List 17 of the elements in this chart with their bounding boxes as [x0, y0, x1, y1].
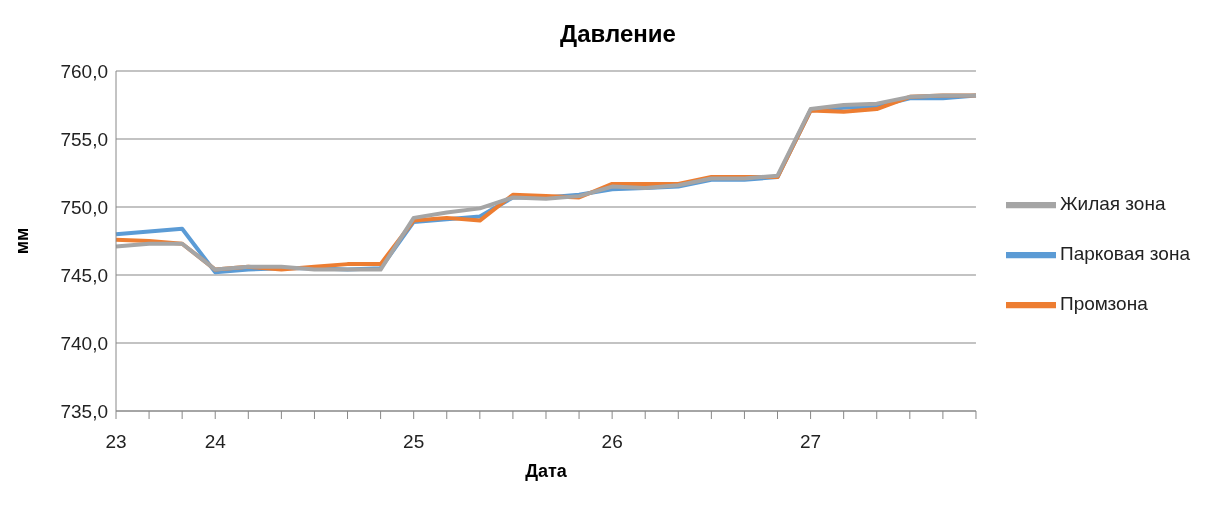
legend-label: Жилая зона [1059, 192, 1166, 214]
legend-label: Парковая зона [1059, 242, 1190, 264]
legend-label: Промзона [1059, 292, 1148, 314]
x-tick-label: 27 [800, 431, 822, 453]
x-tick-label: 25 [403, 431, 425, 453]
y-tick-label: 760,0 [60, 60, 108, 82]
y-tick-label: 735,0 [60, 400, 108, 422]
y-tick-label: 755,0 [60, 128, 108, 150]
y-tick-label: 745,0 [60, 264, 108, 286]
y-axis-title: мм [12, 227, 33, 255]
chart-title: Давление [559, 20, 677, 48]
x-tick-label: 26 [601, 431, 623, 453]
y-tick-label: 750,0 [60, 196, 108, 218]
x-axis-title: Дата [525, 461, 568, 481]
x-tick-label: 23 [105, 431, 127, 453]
x-tick-label: 24 [204, 431, 227, 453]
y-tick-label: 740,0 [60, 332, 108, 354]
